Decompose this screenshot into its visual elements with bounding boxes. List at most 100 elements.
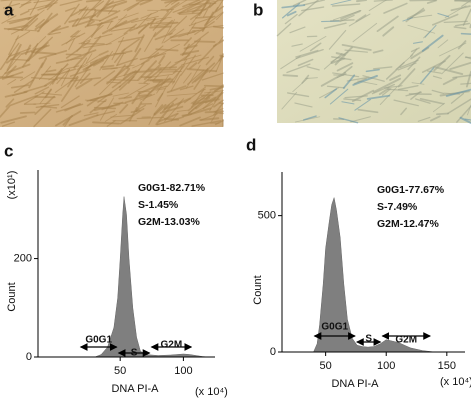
cell (213, 108, 224, 113)
cell (328, 29, 347, 50)
cell (70, 6, 87, 17)
annotation: S-1.45% (138, 199, 179, 211)
cell (25, 44, 48, 63)
cell (437, 12, 450, 18)
cell (106, 50, 133, 57)
cell (85, 53, 93, 64)
cell (442, 76, 458, 86)
cell (371, 83, 395, 95)
cell (98, 50, 109, 56)
cell (215, 55, 224, 73)
cell (35, 103, 60, 109)
cell (450, 92, 465, 104)
cell (70, 30, 80, 38)
cell (96, 110, 116, 117)
cell (281, 92, 298, 110)
cell (131, 15, 159, 24)
cell (432, 75, 442, 79)
cell (94, 33, 113, 40)
cell (101, 20, 128, 35)
cell (301, 6, 325, 12)
cell (195, 15, 216, 19)
cell (127, 62, 145, 84)
cell (100, 64, 115, 69)
cell (20, 1, 32, 6)
cell (0, 105, 11, 118)
cell (393, 99, 419, 107)
cell (159, 105, 184, 114)
cell (320, 71, 347, 87)
cell (169, 30, 196, 39)
cell (139, 93, 156, 101)
cell (424, 24, 437, 38)
cell (59, 0, 83, 6)
cell (98, 10, 121, 22)
histogram-area (313, 196, 435, 353)
cell (30, 77, 59, 81)
cell (78, 39, 92, 45)
cell (291, 43, 303, 47)
cell (419, 97, 445, 105)
cell (183, 44, 198, 50)
cell (152, 61, 172, 82)
cell (139, 0, 153, 6)
cell (181, 56, 210, 66)
cell (172, 65, 183, 75)
cell (142, 81, 161, 102)
y-tick-label: 0 (26, 351, 32, 363)
y-tick-label: 200 (14, 252, 32, 264)
x-tick-label: 150 (438, 360, 456, 372)
cell (191, 62, 216, 84)
cell (108, 4, 116, 15)
cell (214, 111, 224, 115)
cell (19, 10, 30, 16)
cell (34, 95, 56, 115)
cell (90, 22, 103, 38)
cell (295, 48, 324, 60)
cell (13, 79, 34, 94)
cell (67, 64, 83, 88)
cell (182, 0, 200, 8)
cell (432, 102, 446, 113)
cell (15, 30, 31, 41)
cell (326, 85, 346, 89)
gate-label: S (365, 334, 372, 345)
cell (55, 110, 82, 127)
cell (426, 70, 442, 74)
cell (352, 74, 378, 86)
cell (153, 22, 180, 27)
cell (94, 9, 118, 13)
y-axis-label: Count (252, 275, 264, 304)
cell (155, 86, 167, 108)
cell (111, 36, 125, 61)
cell (216, 12, 224, 20)
cell (40, 57, 48, 69)
gate-label: G2M (161, 340, 183, 351)
cell (89, 99, 107, 114)
cell (205, 0, 224, 4)
cell-texture (0, 0, 224, 128)
cell (85, 0, 102, 3)
cell (282, 74, 299, 77)
cell (431, 13, 459, 26)
x-unit-label: (x 10⁴) (440, 376, 471, 388)
cell (286, 92, 310, 98)
cell (172, 1, 201, 13)
cell (203, 84, 224, 88)
cell (138, 94, 149, 97)
cell (82, 56, 107, 71)
cell (146, 16, 172, 21)
cell (202, 3, 212, 18)
cell (331, 56, 352, 61)
annotation: S-7.49% (377, 201, 418, 213)
cell (88, 35, 102, 52)
cell (453, 26, 467, 30)
cell (295, 49, 319, 58)
cell (214, 119, 224, 126)
cell (19, 111, 36, 114)
cell (218, 53, 224, 62)
cell (206, 11, 224, 25)
cell (352, 22, 378, 43)
cell (60, 69, 71, 87)
